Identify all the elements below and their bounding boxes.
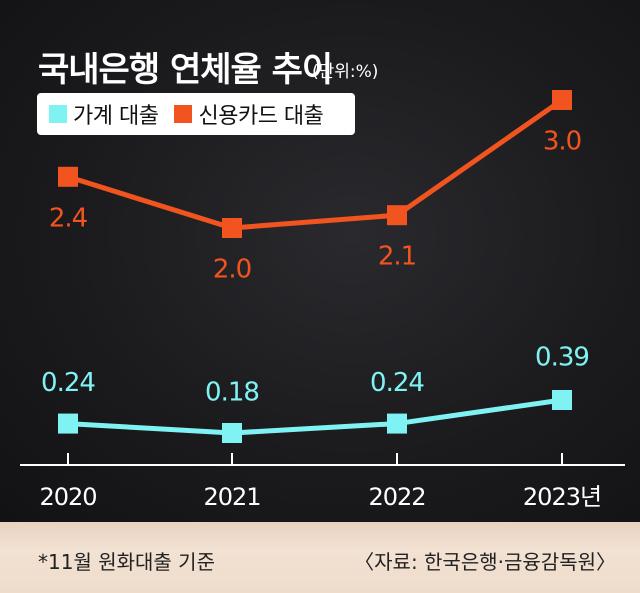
line-chart: 2020 2021 2022 2023년 0.24 0.18 0.24 0.39 2.4 2.0 2… — [39, 90, 601, 511]
source-note: 〈자료: 한국은행·금융감독원〉 — [354, 550, 616, 574]
data-label: 0.24 — [370, 368, 424, 398]
unit-label: (단위:%) — [312, 62, 379, 82]
legend-item-credit-card: 신용카드 대출 — [174, 98, 324, 130]
legend-item-household: 가계 대출 — [49, 98, 159, 130]
x-tick-label: 2023년 — [523, 483, 601, 511]
x-tick-label: 2020 — [39, 483, 96, 511]
data-label: 0.24 — [41, 368, 95, 398]
data-point — [58, 413, 78, 434]
legend-swatch-household — [49, 105, 67, 123]
data-point — [222, 218, 242, 238]
legend-label-household: 가계 대출 — [73, 104, 159, 129]
data-point — [222, 423, 242, 443]
data-label: 2.1 — [378, 242, 416, 272]
legend: 가계 대출 신용카드 대출 — [37, 93, 355, 135]
series-line-household — [67, 397, 563, 436]
x-tick-label: 2022 — [368, 483, 425, 511]
data-label: 3.0 — [543, 127, 581, 157]
footnote: *11월 원화대출 기준 — [38, 550, 215, 574]
chart-title: 국내은행 연체율 추이 — [38, 50, 333, 90]
data-point — [552, 390, 572, 410]
data-point — [387, 205, 407, 226]
series-line-credit-card — [67, 97, 564, 231]
data-point — [58, 166, 78, 187]
data-point — [387, 413, 407, 434]
x-tick-label: 2021 — [203, 483, 260, 511]
data-point — [552, 90, 572, 110]
data-label: 2.4 — [49, 203, 88, 233]
legend-swatch-credit-card — [174, 105, 193, 123]
footer-band — [0, 522, 640, 593]
data-label: 2.0 — [213, 255, 251, 285]
legend-label-credit-card: 신용카드 대출 — [198, 104, 324, 129]
data-label: 0.39 — [535, 343, 589, 373]
chart-background — [0, 0, 640, 522]
data-label: 0.18 — [205, 378, 259, 408]
